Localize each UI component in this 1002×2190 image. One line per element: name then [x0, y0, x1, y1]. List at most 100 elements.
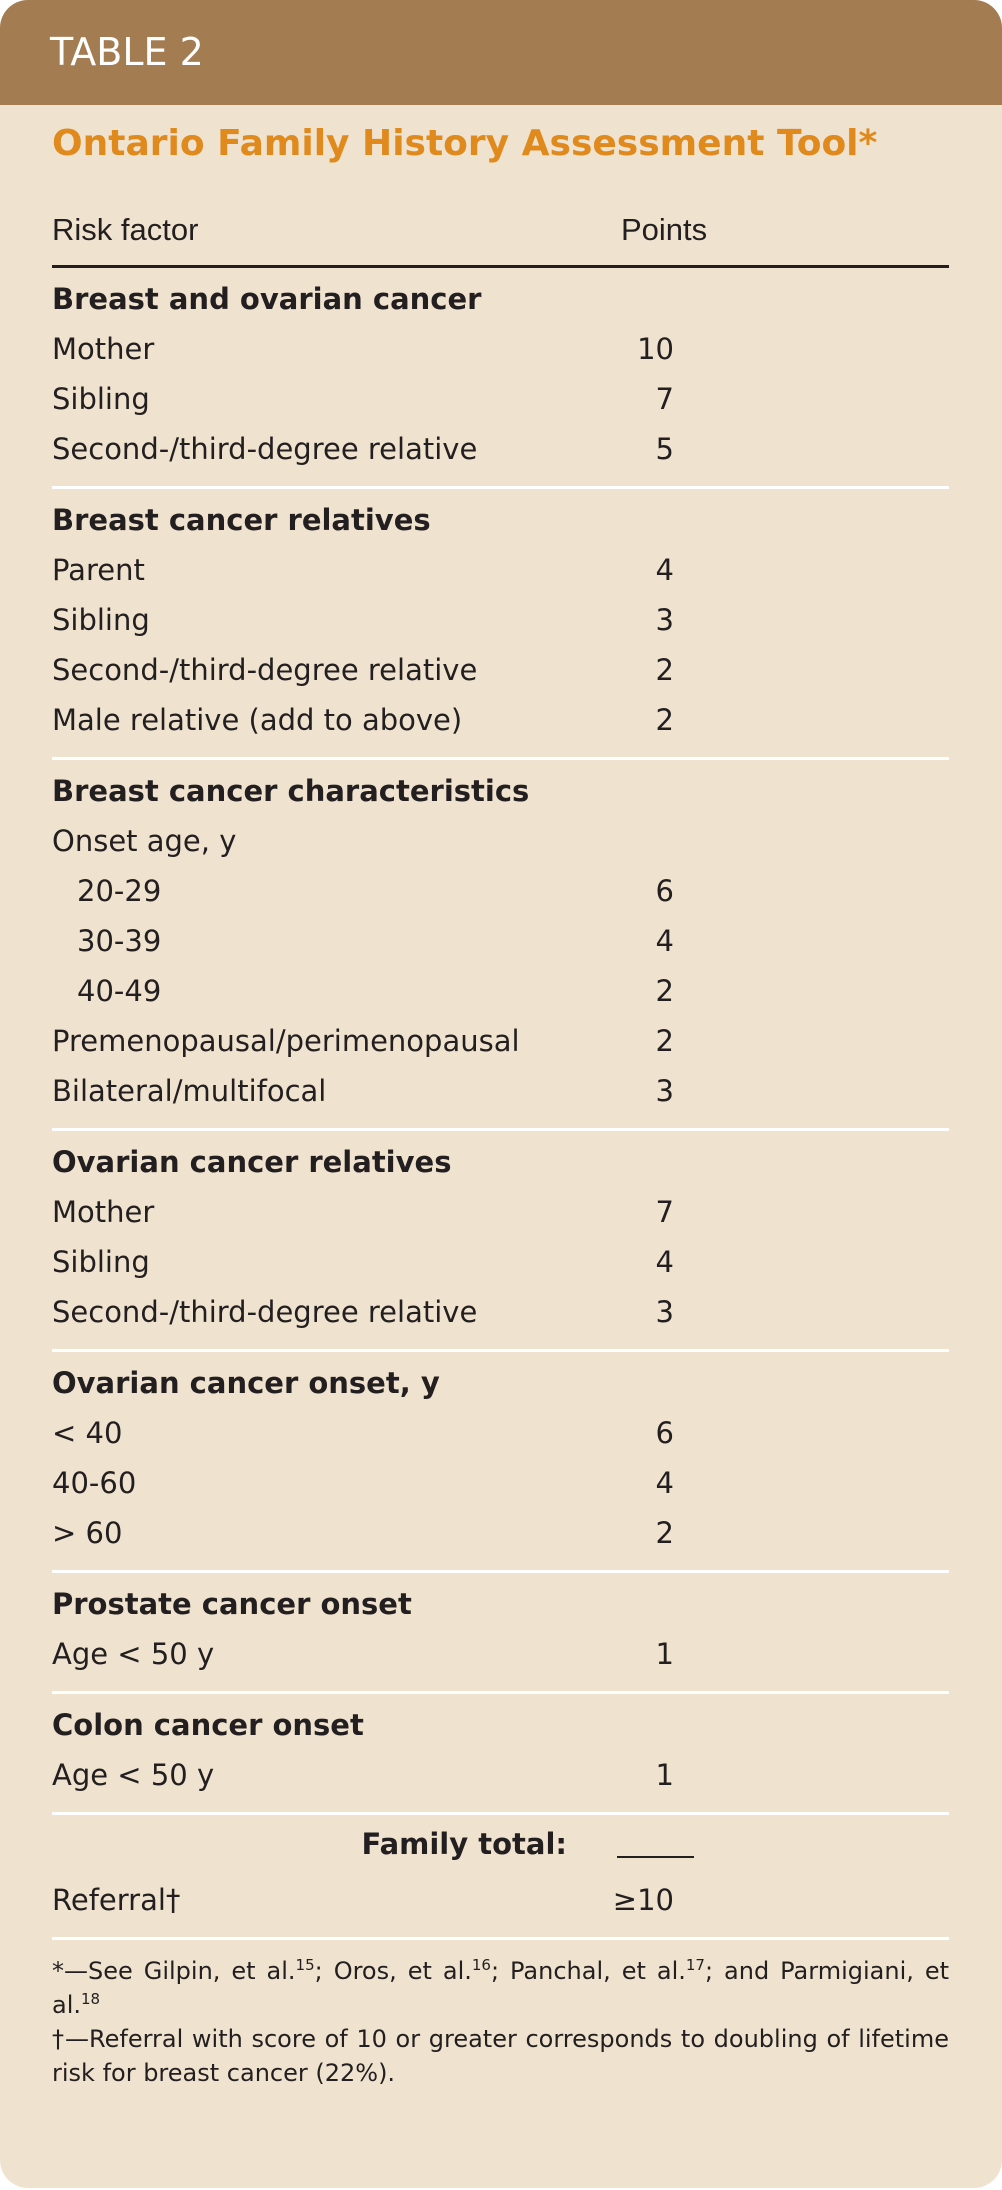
table-row: 40-49 2: [52, 966, 949, 1016]
row-points: 6: [655, 1416, 674, 1450]
row-label: Sibling: [52, 1245, 150, 1279]
table-section: Breast cancer characteristics Onset age, …: [52, 760, 949, 1131]
row-points: 1: [655, 1758, 674, 1792]
table-row: Second-/third-degree relative 3: [52, 1287, 949, 1337]
row-label: 20-29: [77, 874, 162, 908]
table-row: Sibling 7: [52, 374, 949, 424]
footnote-ref: 17: [685, 1956, 705, 1974]
table-section: Prostate cancer onset Age < 50 y 1: [52, 1573, 949, 1694]
section-row: Ovarian cancer relatives: [52, 1137, 949, 1187]
section-title: Prostate cancer onset: [52, 1587, 412, 1621]
section-row: Prostate cancer onset: [52, 1579, 949, 1629]
table-section: Colon cancer onset Age < 50 y 1: [52, 1694, 949, 1815]
table-row: Bilateral/multifocal 3: [52, 1066, 949, 1116]
footnote-ref: 18: [81, 1990, 101, 2008]
table-row: Age < 50 y 1: [52, 1629, 949, 1679]
row-points: ≥10: [612, 1883, 674, 1917]
row-label: < 40: [52, 1416, 123, 1450]
row-points: 4: [655, 924, 674, 958]
table-row: > 60 2: [52, 1508, 949, 1558]
row-points: 2: [655, 653, 674, 687]
table-row: Second-/third-degree relative 2: [52, 645, 949, 695]
table-row: Parent 4: [52, 545, 949, 595]
section-title: Ovarian cancer onset, y: [52, 1366, 440, 1400]
section-title: Breast cancer relatives: [52, 503, 431, 537]
row-label: Bilateral/multifocal: [52, 1074, 327, 1108]
footnote-ref: 16: [471, 1956, 491, 1974]
table-label: TABLE 2: [0, 0, 1002, 105]
row-points: 3: [655, 1295, 674, 1329]
row-points: 2: [655, 974, 674, 1008]
table-row: Mother 7: [52, 1187, 949, 1237]
row-label: Age < 50 y: [52, 1758, 215, 1792]
table-row: Premenopausal/perimenopausal 2: [52, 1016, 949, 1066]
row-label: Age < 50 y: [52, 1637, 215, 1671]
row-points: 5: [655, 432, 674, 466]
footnote-text: †—Referral with score of 10 or greater c…: [52, 2025, 949, 2087]
row-label: Second-/third-degree relative: [52, 432, 478, 466]
footnote: *—See Gilpin, et al.15; Oros, et al.16; …: [52, 1954, 949, 2022]
footnotes: *—See Gilpin, et al.15; Oros, et al.16; …: [52, 1954, 949, 2090]
row-points: 2: [655, 1024, 674, 1058]
total-row: Family total:: [52, 1815, 949, 1873]
table-title: Ontario Family History Assessment Tool*: [52, 123, 878, 164]
footnote: †—Referral with score of 10 or greater c…: [52, 2022, 949, 2090]
row-points: 1: [655, 1637, 674, 1671]
row-label: 30-39: [77, 924, 162, 958]
table-section: Ovarian cancer relatives Mother 7 Sibling 4 S…: [52, 1131, 949, 1352]
table-row: < 40 6: [52, 1408, 949, 1458]
table-row: Male relative (add to above) 2: [52, 695, 949, 745]
blank-line: [617, 1830, 694, 1858]
table-row: Sibling 4: [52, 1237, 949, 1287]
section-row: Breast cancer relatives: [52, 495, 949, 545]
table-section: Ovarian cancer onset, y < 40 6 40-60 4 > 60 2: [52, 1352, 949, 1573]
row-points: 3: [655, 1074, 674, 1108]
footnote-text: ; Oros, et al.: [314, 1957, 472, 1985]
row-points: 4: [655, 553, 674, 587]
row-points: 4: [655, 1245, 674, 1279]
footnote-ref: 15: [295, 1956, 315, 1974]
referral-section: Referral† ≥10: [52, 1873, 949, 1940]
row-label: Referral†: [52, 1883, 181, 1917]
footnote-text: ; Panchal, et al.: [490, 1957, 686, 1985]
table-section: Breast and ovarian cancer Mother 10 Sibling…: [52, 268, 949, 489]
row-points: 3: [655, 603, 674, 637]
row-label: Second-/third-degree relative: [52, 653, 478, 687]
row-label: Mother: [52, 332, 155, 366]
section-row: Ovarian cancer onset, y: [52, 1358, 949, 1408]
table-row: Referral† ≥10: [52, 1875, 949, 1925]
table-row: 40-60 4: [52, 1458, 949, 1508]
section-title: Colon cancer onset: [52, 1708, 364, 1742]
row-label: > 60: [52, 1516, 123, 1550]
row-points: 10: [637, 332, 674, 366]
table-row: Mother 10: [52, 324, 949, 374]
row-label: Second-/third-degree relative: [52, 1295, 478, 1329]
row-label: Premenopausal/perimenopausal: [52, 1024, 520, 1058]
row-label: 40-49: [77, 974, 162, 1008]
total-label: Family total:: [361, 1827, 567, 1861]
row-label: Parent: [52, 553, 145, 587]
row-points: 7: [655, 382, 674, 416]
table-row: Sibling 3: [52, 595, 949, 645]
table-row: Age < 50 y 1: [52, 1750, 949, 1800]
table: Risk factor Points Breast and ovarian ca…: [52, 195, 949, 2090]
row-points: 2: [655, 1516, 674, 1550]
table-body: Breast and ovarian cancer Mother 10 Sibling…: [52, 268, 949, 1940]
table-row: 20-29 6: [52, 866, 949, 916]
section-title: Ovarian cancer relatives: [52, 1145, 452, 1179]
row-label: Sibling: [52, 603, 150, 637]
table-row: 30-39 4: [52, 916, 949, 966]
row-label: Sibling: [52, 382, 150, 416]
row-points: 6: [655, 874, 674, 908]
row-label: 40-60: [52, 1466, 137, 1500]
section-row: Breast cancer characteristics: [52, 766, 949, 816]
section-row: Breast and ovarian cancer: [52, 274, 949, 324]
row-points: 4: [655, 1466, 674, 1500]
column-label: Risk factor: [52, 212, 199, 247]
section-row: Colon cancer onset: [52, 1700, 949, 1750]
row-label: Male relative (add to above): [52, 703, 463, 737]
row-points: 7: [655, 1195, 674, 1229]
table-row: Onset age, y: [52, 816, 949, 866]
